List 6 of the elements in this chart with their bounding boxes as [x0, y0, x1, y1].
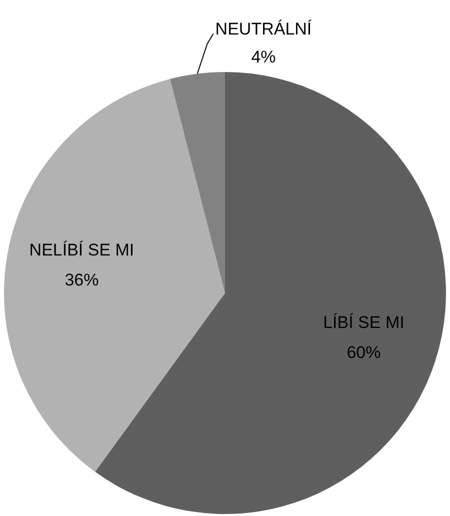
slice-label: NEUTRÁLNÍ — [215, 19, 312, 38]
data-label: 60% — [346, 342, 381, 362]
slice-label: LÍBÍ SE MI — [323, 312, 404, 332]
data-label: 4% — [251, 47, 276, 66]
slice-label: NELÍBÍ SE MI — [29, 240, 134, 260]
data-label: 36% — [64, 270, 99, 290]
